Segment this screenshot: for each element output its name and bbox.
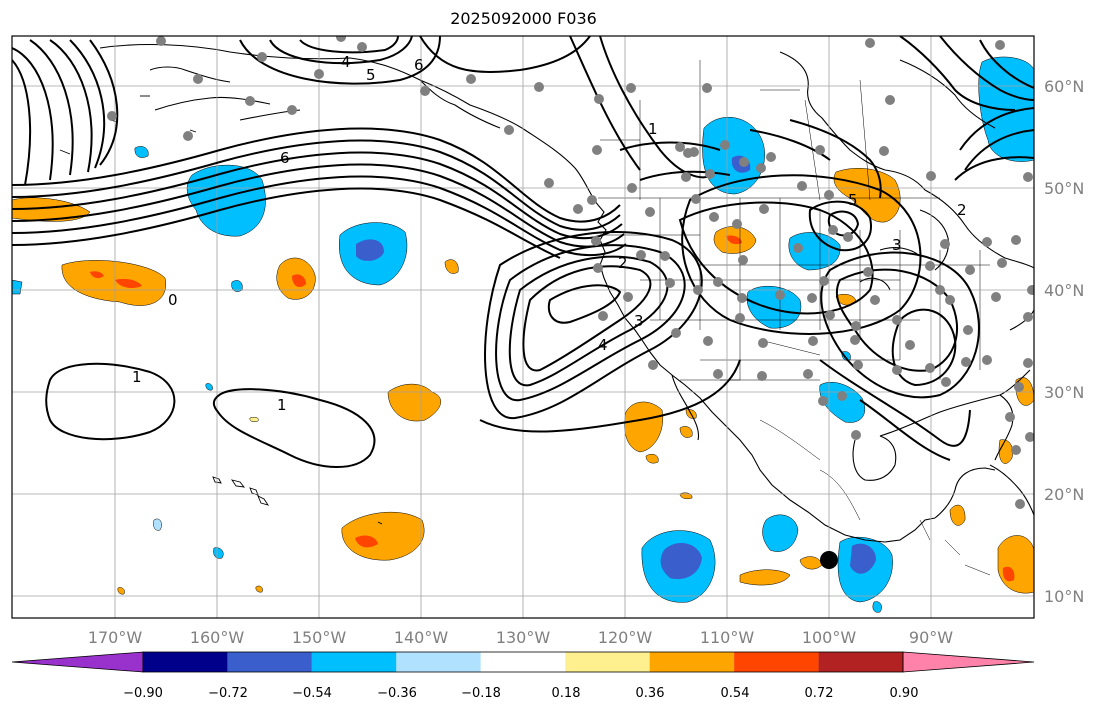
map-frame <box>11 35 1035 619</box>
lon-tick-label: 110°W <box>700 628 755 647</box>
contour-label: 3 <box>634 312 644 330</box>
colorbar-segment <box>565 652 650 672</box>
lon-tick-label: 160°W <box>190 628 245 647</box>
colorbar-tick-label: 0.36 <box>636 686 665 701</box>
colorbar-tick-label: 0.90 <box>890 686 919 701</box>
storm-center-marker <box>820 551 838 569</box>
contour-label: 1 <box>648 120 658 138</box>
colorbar-tick-label: 0.18 <box>552 686 581 701</box>
colorbar-tick-label: −0.36 <box>377 686 417 701</box>
lat-tick-label: 20°N <box>1044 485 1084 504</box>
islands <box>59 95 383 525</box>
anomaly-shading <box>12 56 1034 613</box>
colorbar-segment <box>649 652 735 672</box>
longitude-labels: 170°W 160°W 150°W 140°W 130°W 120°W 110°… <box>88 628 953 647</box>
contour-label: 5 <box>366 66 376 84</box>
lon-tick-label: 90°W <box>909 628 953 647</box>
contour-label: 1 <box>132 368 142 386</box>
colorbar-tick-label: 0.54 <box>721 686 750 701</box>
contour-label: 2 <box>957 201 967 219</box>
graticule <box>12 36 1034 618</box>
contour-label: 5 <box>848 191 858 209</box>
colorbar-segment <box>396 652 481 672</box>
colorbar-segment <box>311 652 397 672</box>
lat-tick-label: 50°N <box>1044 179 1084 198</box>
lon-tick-label: 130°W <box>496 628 551 647</box>
lon-tick-label: 120°W <box>598 628 653 647</box>
contour-label: 4 <box>341 53 351 71</box>
latitude-labels: 60°N 50°N 40°N 30°N 20°N 10°N <box>1044 77 1084 606</box>
colorbar-segment <box>902 651 1035 673</box>
contour-label: 6 <box>414 56 424 74</box>
contour-label: 0 <box>168 291 178 309</box>
lon-tick-label: 150°W <box>292 628 347 647</box>
colorbar-labels: −0.90 −0.72 −0.54 −0.36 −0.18 0.18 0.36 … <box>123 686 918 701</box>
colorbar-segment <box>143 652 228 672</box>
map-title: 2025092000 F036 <box>450 9 597 28</box>
colorbar-tick-label: 0.72 <box>805 686 834 701</box>
lat-tick-label: 30°N <box>1044 383 1084 402</box>
contour-label: 1 <box>277 396 287 414</box>
station-markers <box>107 36 1034 509</box>
contour-label: 2 <box>618 254 628 272</box>
colorbar-tick-label: −0.54 <box>292 686 332 701</box>
lon-tick-label: 100°W <box>802 628 857 647</box>
coastlines <box>99 43 1034 543</box>
contour-label-group: 1 2 3 4 5 6 0 1 1 6 2 3 4 5 <box>132 53 967 414</box>
colorbar-outline <box>142 651 904 673</box>
contour-label: 4 <box>598 336 608 354</box>
lon-tick-label: 170°W <box>88 628 143 647</box>
colorbar-segment <box>227 652 312 672</box>
lon-tick-label: 140°W <box>394 628 449 647</box>
lat-tick-label: 40°N <box>1044 281 1084 300</box>
contour-lines <box>12 36 1034 468</box>
colorbar-segment <box>734 652 819 672</box>
colorbar-tick-label: −0.72 <box>208 686 248 701</box>
colorbar-tick-label: −0.90 <box>123 686 163 701</box>
colorbar-segment <box>11 651 144 673</box>
contour-label: 3 <box>892 236 902 254</box>
colorbar <box>11 651 1035 673</box>
colorbar-segment <box>480 652 566 672</box>
colorbar-segment <box>818 652 903 672</box>
colorbar-tick-label: −0.18 <box>461 686 501 701</box>
lat-tick-label: 60°N <box>1044 77 1084 96</box>
contour-label: 6 <box>280 149 290 167</box>
lat-tick-label: 10°N <box>1044 587 1084 606</box>
